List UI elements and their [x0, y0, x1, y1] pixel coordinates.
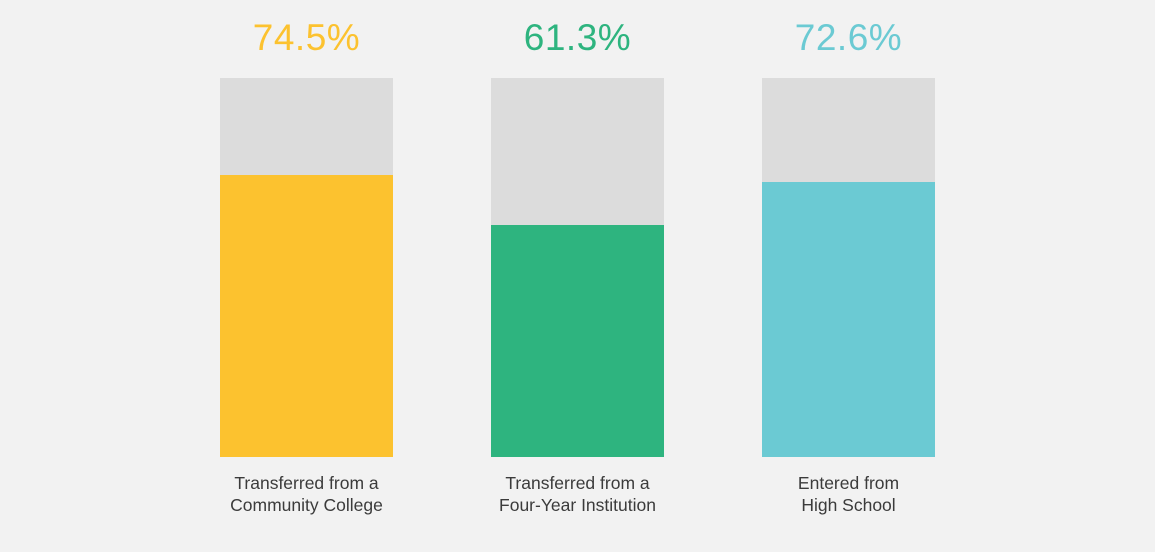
bar-category-label: Entered from High School [798, 472, 899, 516]
bar-group-high-school: 72.6% Entered from High School [729, 0, 969, 552]
bar-category-label-line2: Four-Year Institution [499, 495, 656, 515]
bar-track [220, 78, 393, 457]
bar-fill [762, 181, 935, 457]
bar-value-label: 74.5% [252, 17, 361, 58]
bar-fill [491, 224, 664, 457]
bar-fill [220, 174, 393, 457]
bar-value-label: 61.3% [523, 17, 632, 58]
bar-category-label-line2: High School [801, 495, 896, 515]
bar-category-label-line1: Entered from [797, 473, 900, 493]
bar-group-four-year-institution: 61.3% Transferred from a Four-Year Insti… [458, 0, 698, 552]
bar-track [491, 78, 664, 457]
bar-track [762, 78, 935, 457]
bar-category-label: Transferred from a Four-Year Institution [499, 472, 656, 516]
bar-group-community-college: 74.5% Transferred from a Community Colle… [187, 0, 427, 552]
bar-category-label: Transferred from a Community College [230, 472, 383, 516]
bar-value-label: 72.6% [794, 17, 903, 58]
bar-category-label-line1: Transferred from a [234, 473, 379, 493]
bar-category-label-line2: Community College [230, 495, 383, 515]
bar-category-label-line1: Transferred from a [505, 473, 650, 493]
